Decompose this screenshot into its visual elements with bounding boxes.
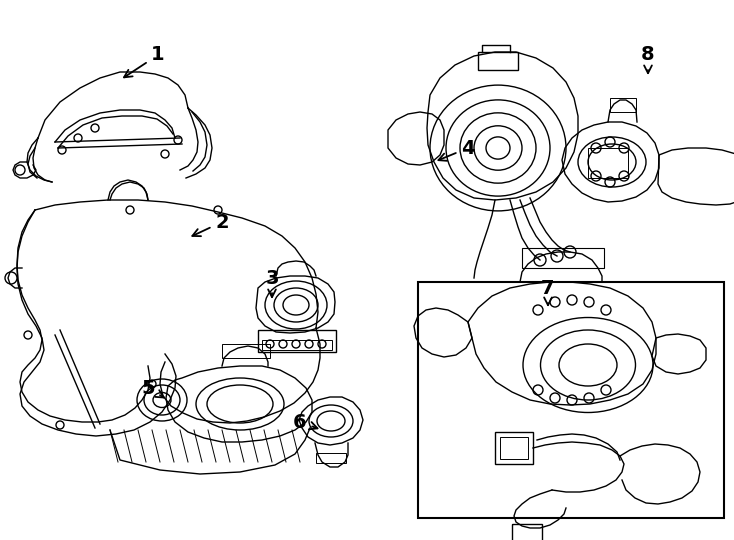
Bar (258, 330, 336, 352)
Bar (588, 148, 628, 178)
Text: 8: 8 (642, 45, 655, 73)
Bar (418, 282, 724, 518)
Text: 7: 7 (541, 279, 555, 305)
Text: 2: 2 (192, 213, 229, 236)
Bar (512, 524, 542, 540)
Text: 4: 4 (438, 138, 475, 161)
Text: 1: 1 (124, 45, 165, 77)
Bar (495, 432, 533, 464)
Bar (262, 340, 332, 350)
Bar (478, 52, 518, 70)
Bar (522, 248, 604, 268)
Text: 3: 3 (265, 268, 279, 297)
Bar (500, 437, 528, 459)
Bar (222, 344, 270, 358)
Text: 5: 5 (141, 379, 164, 397)
Bar (610, 98, 636, 112)
Text: 6: 6 (293, 413, 318, 431)
Bar (316, 453, 346, 463)
